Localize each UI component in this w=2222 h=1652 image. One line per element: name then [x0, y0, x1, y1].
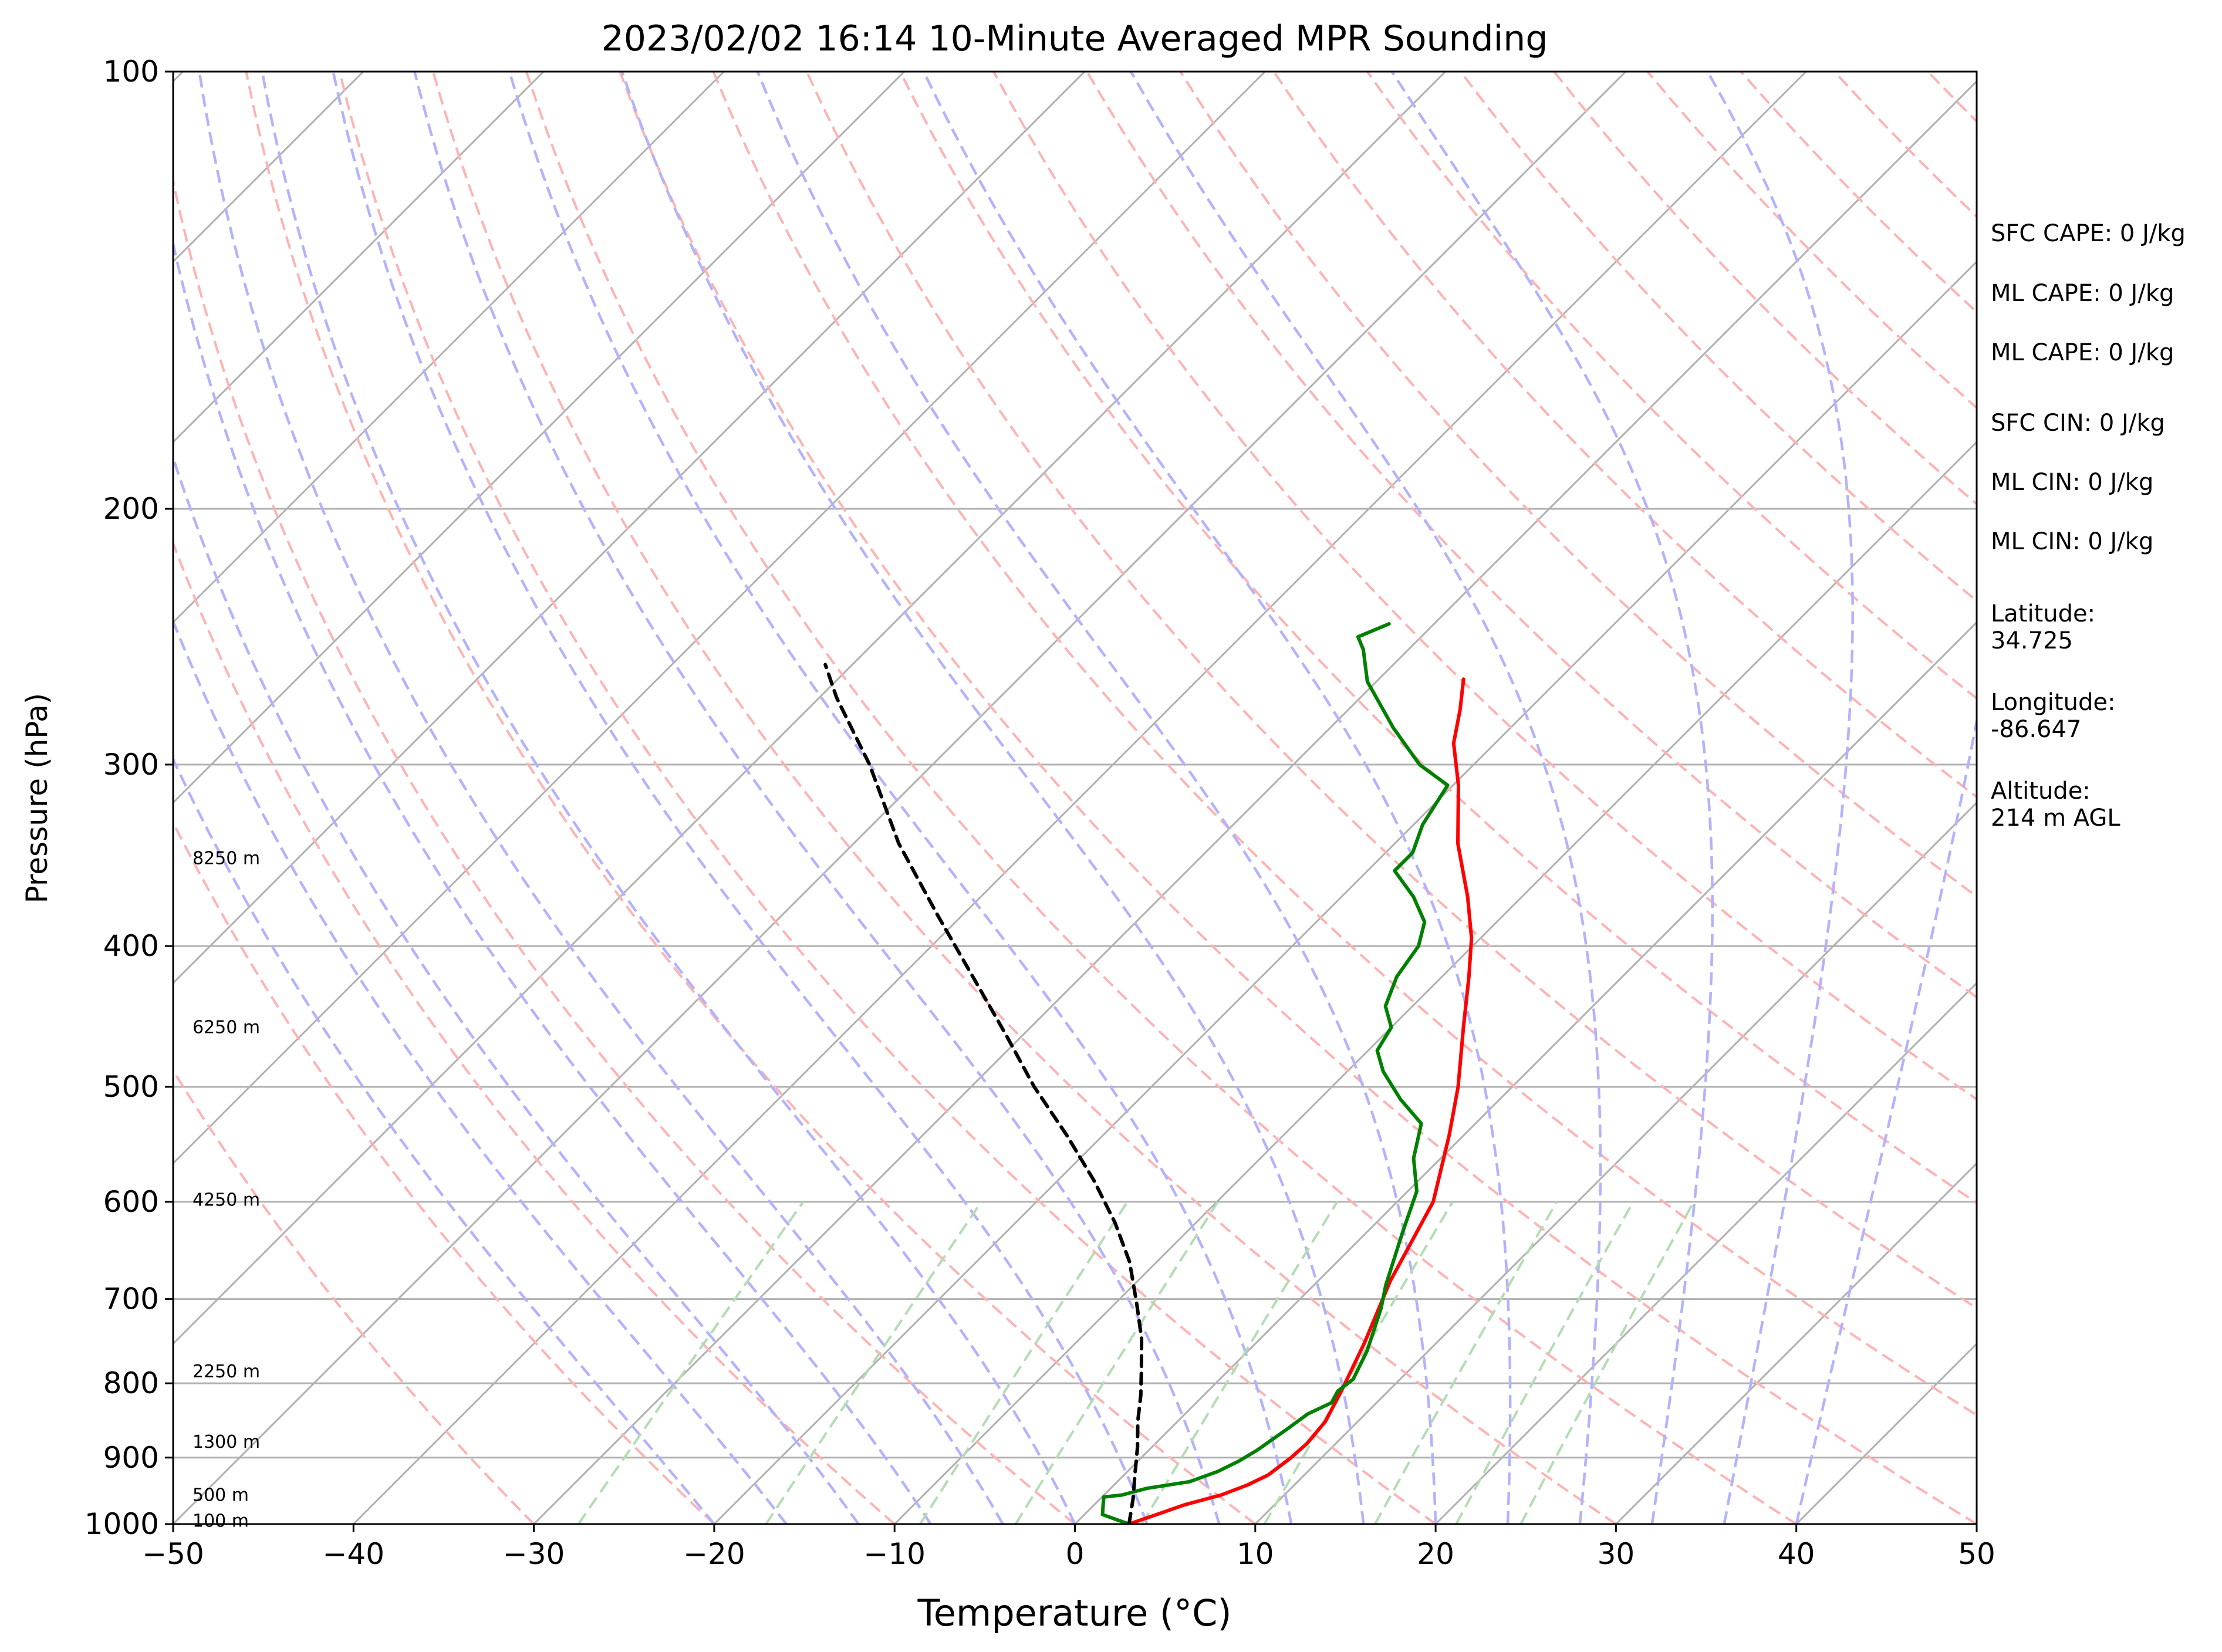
y-tick-label: 100: [103, 55, 159, 89]
x-axis-label: Temperature (°C): [917, 1592, 1231, 1634]
y-axis-label: Pressure (hPa): [20, 693, 54, 904]
x-tick-label: 20: [1417, 1537, 1454, 1571]
y-tick-label: 200: [103, 492, 159, 526]
x-tick-label: −20: [683, 1537, 745, 1571]
longitude-label: Longitude:: [1991, 689, 2115, 716]
y-tick-label: 700: [103, 1282, 159, 1316]
height-label: 8250 m: [193, 848, 260, 869]
index-ml-cape-2: ML CAPE: 0 J/kg: [1991, 339, 2174, 366]
x-tick-label: −40: [323, 1537, 385, 1571]
height-label: 2250 m: [193, 1362, 260, 1382]
x-tick-label: 0: [1066, 1537, 1085, 1571]
altitude-value: 214 m AGL: [1991, 805, 2120, 832]
height-label: 4250 m: [193, 1190, 260, 1210]
height-label: 100 m: [193, 1511, 249, 1532]
y-tick-label: 800: [103, 1366, 159, 1400]
height-label: 500 m: [193, 1485, 249, 1506]
index-ml-cin-2: ML CIN: 0 J/kg: [1991, 528, 2153, 555]
y-tick-label: 300: [103, 748, 159, 782]
index-ml-cape: ML CAPE: 0 J/kg: [1991, 280, 2174, 307]
x-tick-label: −50: [142, 1537, 204, 1571]
y-tick-label: 400: [103, 929, 159, 963]
latitude-value: 34.725: [1991, 627, 2073, 654]
y-tick-label: 600: [103, 1185, 159, 1219]
height-label: 1300 m: [193, 1432, 260, 1452]
index-sfc-cin: SFC CIN: 0 J/kg: [1991, 410, 2165, 437]
index-ml-cin: ML CIN: 0 J/kg: [1991, 469, 2153, 496]
y-tick-label: 500: [103, 1070, 159, 1104]
x-tick-label: 10: [1237, 1537, 1274, 1571]
index-sfc-cape: SFC CAPE: 0 J/kg: [1991, 220, 2186, 247]
longitude-value: -86.647: [1991, 716, 2081, 743]
x-tick-label: 30: [1598, 1537, 1635, 1571]
y-tick-label: 900: [103, 1441, 159, 1475]
height-label: 6250 m: [193, 1018, 260, 1038]
y-tick-label: 1000: [85, 1507, 159, 1541]
x-tick-label: 50: [1958, 1537, 1995, 1571]
x-tick-label: 40: [1778, 1537, 1815, 1571]
altitude-label: Altitude:: [1991, 778, 2091, 805]
x-tick-label: −10: [863, 1537, 926, 1571]
latitude-label: Latitude:: [1991, 600, 2095, 627]
chart-title: 2023/02/02 16:14 10-Minute Averaged MPR …: [602, 18, 1548, 59]
x-tick-label: −30: [503, 1537, 565, 1571]
